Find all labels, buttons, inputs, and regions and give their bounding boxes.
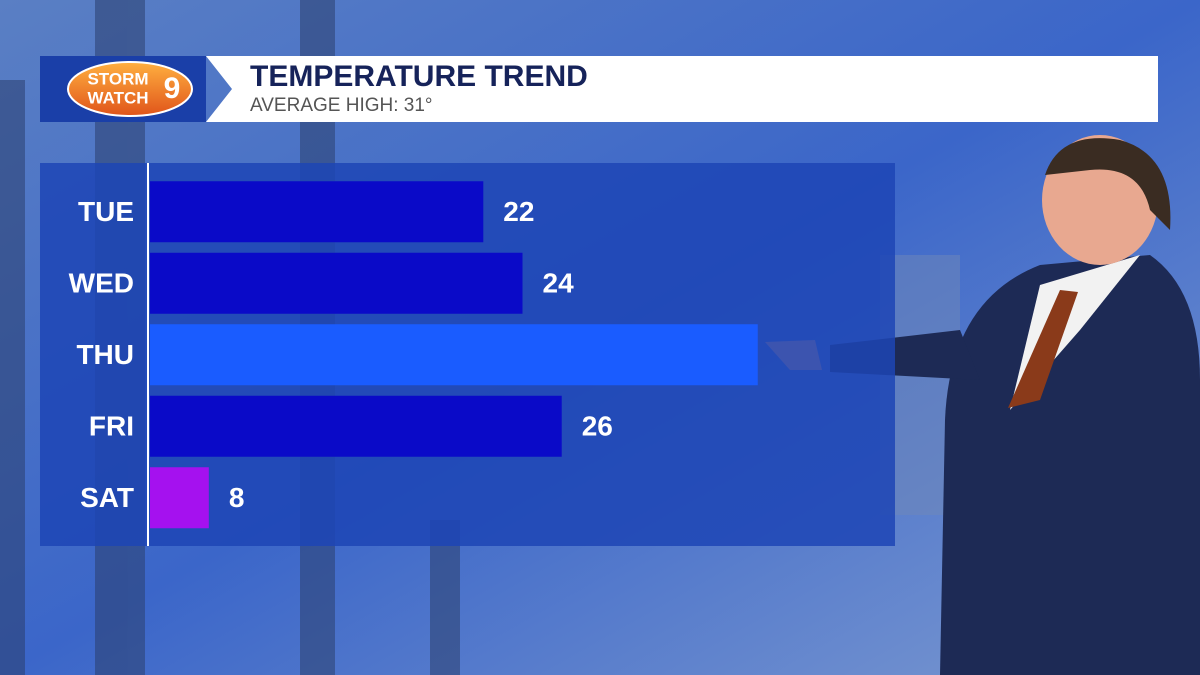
category-label: WED bbox=[69, 268, 134, 299]
value-label: 22 bbox=[503, 196, 534, 227]
category-label: SAT bbox=[80, 482, 134, 513]
bar bbox=[150, 395, 562, 457]
plot: TUE 22 WED 24 THU FRI 26 SAT 8 bbox=[69, 181, 758, 529]
category-label: FRI bbox=[89, 411, 134, 442]
header-bar bbox=[206, 56, 1158, 122]
value-label: 26 bbox=[582, 411, 613, 442]
bar bbox=[150, 467, 209, 529]
value-label: 24 bbox=[543, 268, 575, 299]
logo-text: STORM bbox=[87, 69, 148, 88]
logo-number: 9 bbox=[164, 72, 181, 105]
bar bbox=[150, 181, 484, 243]
bar bbox=[150, 324, 758, 386]
logo-text: WATCH bbox=[87, 88, 148, 107]
chart-subtitle: AVERAGE HIGH: 31° bbox=[250, 95, 433, 116]
value-label: 8 bbox=[229, 482, 245, 513]
logo-badge bbox=[67, 61, 193, 117]
presenter bbox=[765, 135, 1200, 675]
chart-title: TEMPERATURE TREND bbox=[250, 60, 588, 93]
category-label: THU bbox=[76, 339, 134, 370]
bar bbox=[150, 252, 523, 314]
category-label: TUE bbox=[78, 196, 134, 227]
